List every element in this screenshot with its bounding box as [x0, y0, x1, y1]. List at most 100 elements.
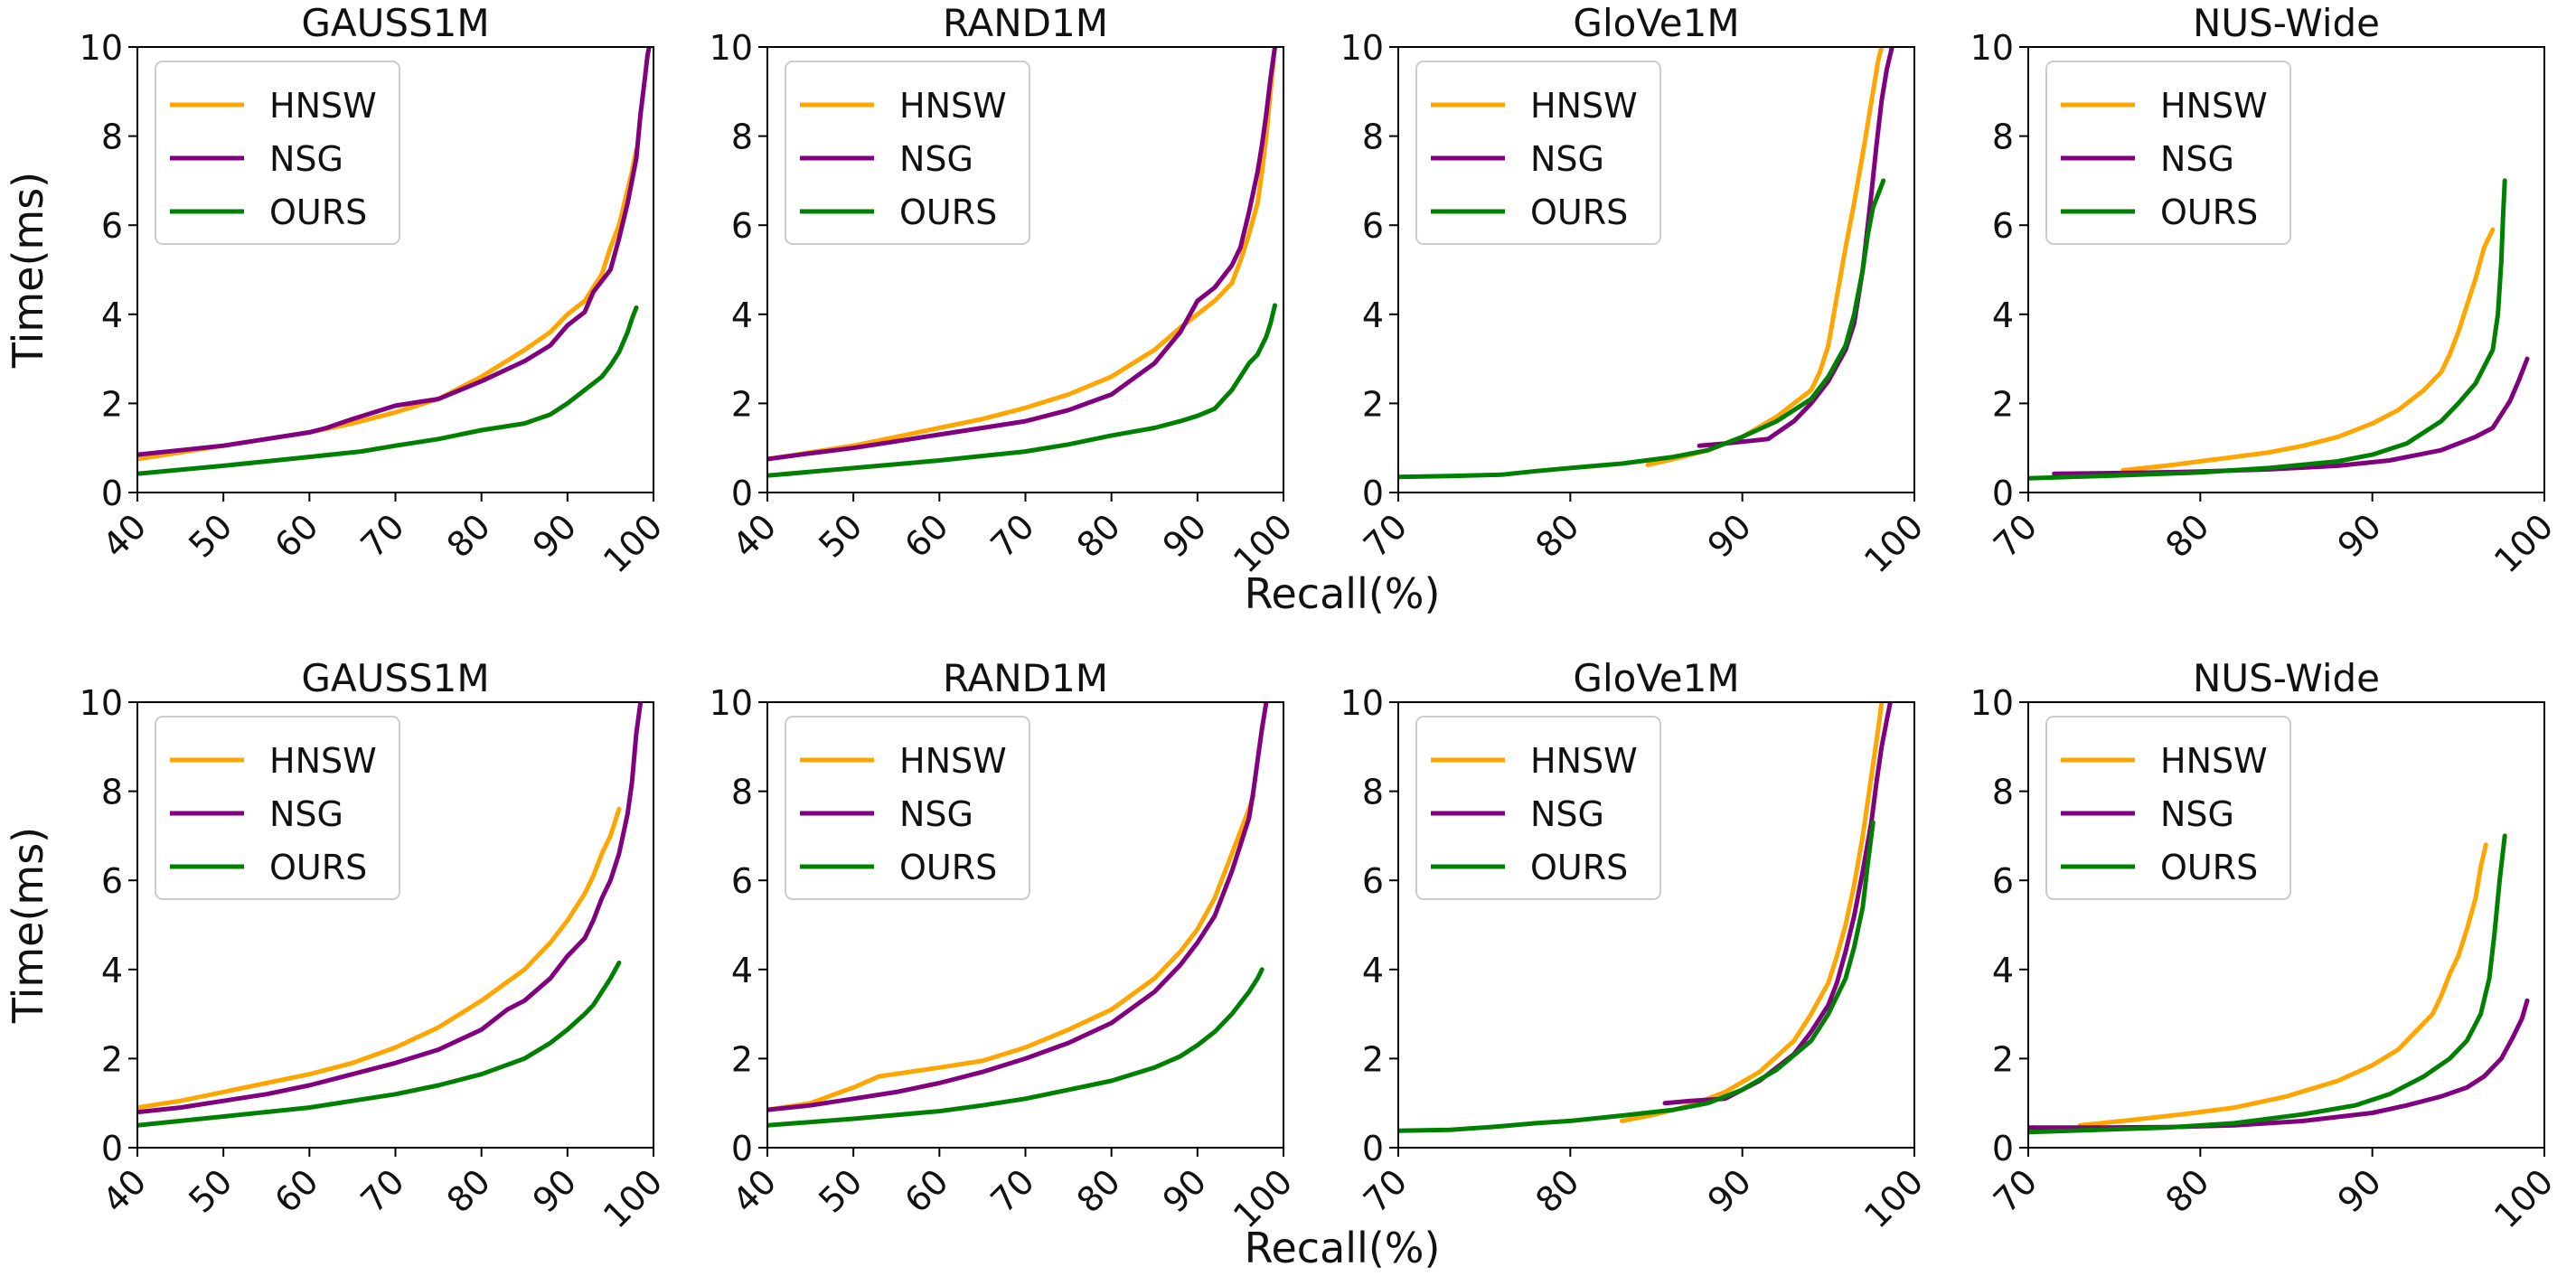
legend-label: OURS — [899, 192, 997, 232]
legend-label: HNSW — [899, 86, 1007, 126]
y-tick-label: 6 — [1992, 861, 2014, 901]
plot-frame — [1397, 701, 1915, 1149]
y-tick-label: 0 — [101, 1129, 123, 1168]
y-tick-label: 4 — [101, 951, 123, 990]
legend-label: HNSW — [1530, 86, 1638, 126]
x-tick-label: 80 — [1528, 506, 1586, 565]
y-tick-label: 8 — [1362, 117, 1384, 157]
legend: HNSW NSG OURS — [2045, 61, 2291, 245]
x-tick-label: 40 — [95, 1161, 154, 1220]
chart-title: NUS-Wide — [2193, 656, 2380, 700]
chart-panel-5: GAUSS1M Time(ms) 0 2 4 6 8 10 40 50 60 70 80 90 100 HNS… — [4, 656, 670, 1236]
y-tick-label: 8 — [1992, 773, 2014, 812]
y-tick-label: 8 — [731, 117, 753, 157]
y-tick-label: 10 — [710, 683, 753, 723]
x-tick-label: 80 — [2158, 1161, 2216, 1220]
x-tick-label: 90 — [2330, 506, 2389, 565]
y-axis-label: Time(ms) — [4, 827, 52, 1024]
y-tick-label: 6 — [1362, 861, 1384, 901]
x-tick-label: 60 — [267, 506, 325, 565]
chart-title: NUS-Wide — [2193, 1, 2380, 45]
x-tick-label: 90 — [525, 506, 584, 565]
legend-label: OURS — [899, 848, 997, 887]
y-tick-label: 8 — [101, 773, 123, 812]
y-tick-label: 0 — [1992, 1129, 2014, 1168]
y-tick-label: 10 — [1970, 683, 2014, 723]
series-line-nsg — [2052, 356, 2530, 476]
chart-title: GAUSS1M — [301, 656, 489, 700]
legend: HNSW NSG OURS — [155, 716, 400, 900]
legend-label: NSG — [1530, 139, 1604, 179]
y-tick-label: 8 — [101, 117, 123, 157]
chart-title: RAND1M — [943, 656, 1108, 700]
legend-label: OURS — [1530, 192, 1628, 232]
chart-panel-7: GloVe1M 0 2 4 6 8 10 70 80 90 100 HNSW NSG OURS — [1340, 656, 1932, 1236]
x-tick-label: 50 — [181, 1161, 240, 1220]
legend: HNSW NSG OURS — [2045, 716, 2291, 900]
x-tick-label: 60 — [897, 506, 955, 565]
x-tick-label: 40 — [725, 1161, 784, 1220]
xlabel-bottom: Recall(%) — [1245, 1224, 1441, 1272]
y-tick-label: 10 — [80, 28, 123, 68]
series-line-hnsw — [767, 793, 1256, 1112]
y-tick-label: 0 — [731, 1129, 753, 1168]
x-tick-label: 50 — [181, 506, 240, 565]
x-tick-label: 100 — [596, 506, 670, 580]
x-tick-label: 50 — [811, 1161, 870, 1220]
series-line-hnsw — [1645, 47, 1885, 467]
chart-panel-8: NUS-Wide 0 2 4 6 8 10 70 80 90 100 HNSW NSG OURS — [1970, 656, 2562, 1236]
y-tick-label: 0 — [1362, 1129, 1384, 1168]
legend-label: NSG — [269, 794, 343, 834]
legend: HNSW NSG OURS — [1415, 61, 1661, 245]
x-tick-label: 90 — [1155, 1161, 1214, 1220]
y-tick-label: 2 — [1992, 384, 2014, 424]
series-line-ours — [2028, 833, 2507, 1135]
x-tick-label: 80 — [1069, 506, 1128, 565]
legend-label: OURS — [269, 192, 367, 232]
y-tick-label: 4 — [1992, 951, 2014, 990]
legend-label: HNSW — [269, 86, 377, 126]
legend: HNSW NSG OURS — [785, 61, 1030, 245]
x-tick-label: 70 — [1356, 1161, 1415, 1220]
series-line-ours — [137, 305, 639, 476]
legend-label: OURS — [1530, 848, 1628, 887]
y-tick-label: 6 — [731, 206, 753, 246]
chart-title: GloVe1M — [1573, 1, 1739, 45]
legend-label: HNSW — [269, 741, 377, 781]
legend-label: NSG — [899, 139, 973, 179]
y-tick-label: 2 — [1992, 1039, 2014, 1079]
legend-label: HNSW — [2160, 86, 2268, 126]
y-tick-label: 8 — [731, 773, 753, 812]
y-tick-label: 0 — [1362, 474, 1384, 513]
y-tick-label: 10 — [1340, 28, 1384, 68]
x-tick-label: 60 — [267, 1161, 325, 1220]
x-tick-label: 70 — [1986, 1161, 2045, 1220]
x-tick-label: 40 — [95, 506, 154, 565]
legend-label: OURS — [269, 848, 367, 887]
legend: HNSW NSG OURS — [785, 716, 1030, 900]
chart-panel-4: NUS-Wide 0 2 4 6 8 10 70 80 90 100 HNSW NSG OURS — [1970, 1, 2562, 581]
y-tick-label: 2 — [101, 384, 123, 424]
series-line-hnsw — [2077, 842, 2488, 1128]
plot-frame — [2027, 46, 2545, 493]
series-line-ours — [137, 960, 622, 1128]
legend-label: OURS — [2160, 192, 2258, 232]
y-tick-label: 4 — [1362, 296, 1384, 335]
chart-title: GloVe1M — [1573, 656, 1739, 700]
x-tick-label: 80 — [439, 1161, 498, 1220]
legend-label: NSG — [269, 139, 343, 179]
legend-label: NSG — [2160, 794, 2234, 834]
y-tick-label: 8 — [1362, 773, 1384, 812]
y-tick-label: 4 — [731, 296, 753, 335]
y-tick-label: 0 — [731, 474, 753, 513]
plot-frame — [1397, 46, 1915, 493]
y-tick-label: 6 — [1992, 206, 2014, 246]
y-tick-label: 10 — [1970, 28, 2014, 68]
x-tick-label: 50 — [811, 506, 870, 565]
series-line-ours — [767, 967, 1264, 1128]
x-tick-label: 90 — [525, 1161, 584, 1220]
y-tick-label: 2 — [731, 384, 753, 424]
y-tick-label: 2 — [1362, 1039, 1384, 1079]
x-tick-label: 90 — [2330, 1161, 2389, 1220]
